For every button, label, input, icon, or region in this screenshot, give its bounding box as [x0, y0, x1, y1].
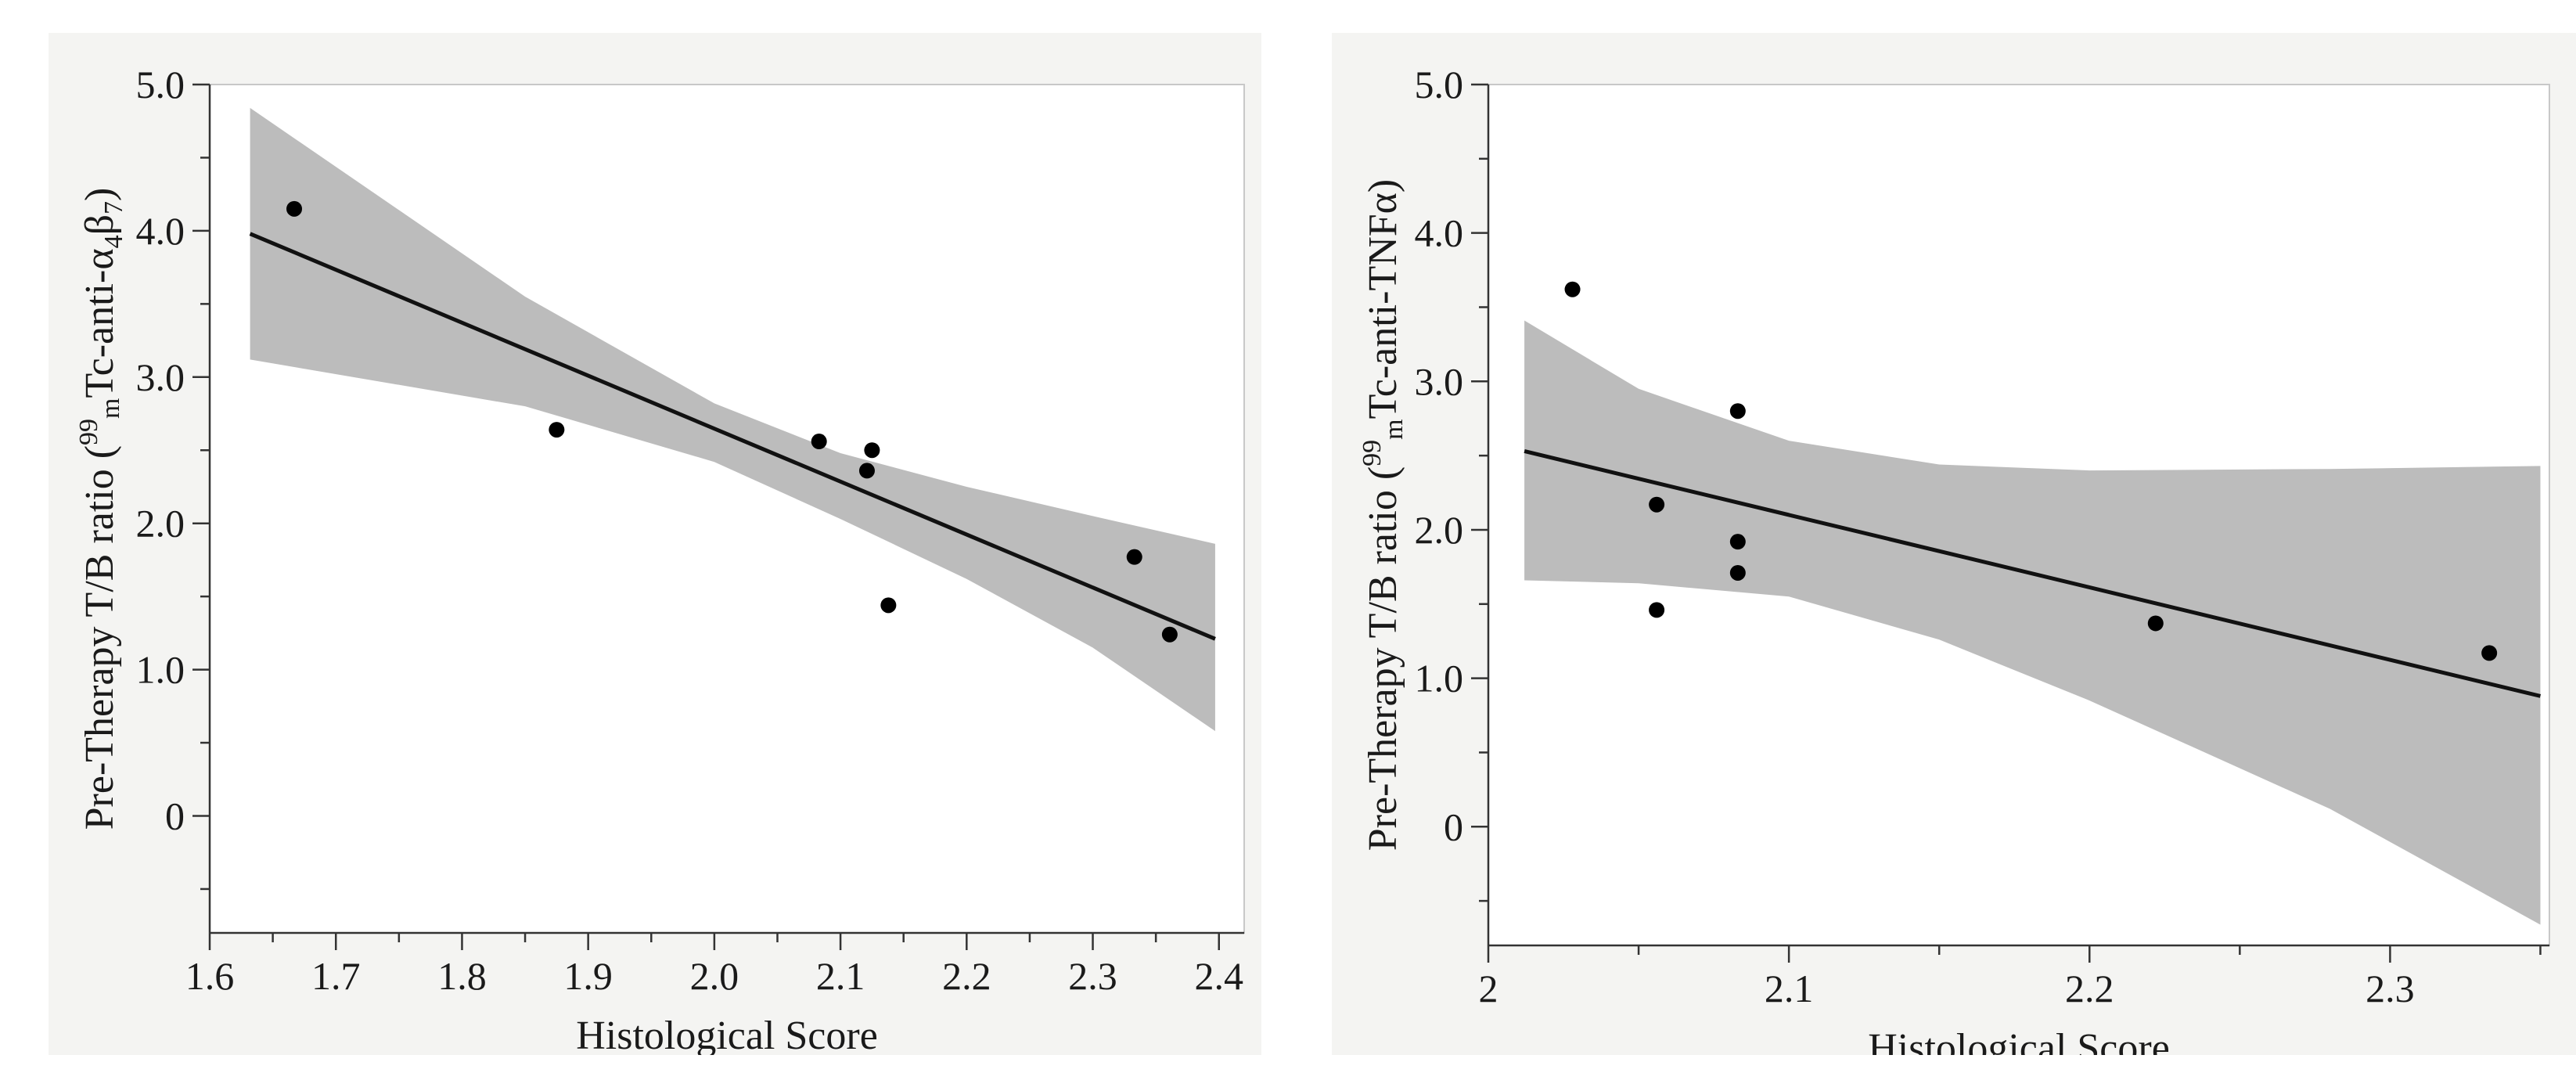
right-data-point [2147, 615, 2164, 632]
right-data-point [1564, 281, 1581, 297]
right-x-tick-label: 2.3 [2366, 967, 2415, 1010]
left-x-tick-label: 1.8 [437, 954, 487, 998]
right-data-point [2481, 645, 2498, 661]
right-y-tick-label: 0 [1444, 805, 1463, 848]
left-y-tick-label: 2.0 [136, 502, 185, 546]
right-data-point [1729, 534, 1746, 550]
left-x-tick-label: 1.6 [185, 954, 235, 998]
right-y-tick-label: 4.0 [1415, 211, 1464, 255]
left-x-tick-label: 2.2 [942, 954, 991, 998]
left-x-tick-label: 2.1 [816, 954, 865, 998]
right-y-axis-title: Pre-Therapy T/B ratio (99mTc-anti-TNFα) [1358, 179, 1409, 852]
left-data-point [286, 200, 303, 217]
right-y-tick-label: 1.0 [1415, 657, 1464, 700]
left-x-tick-label: 2.4 [1195, 954, 1244, 998]
right-data-point [1649, 602, 1665, 618]
right-x-tick-label: 2 [1479, 967, 1498, 1010]
left-regression-line [249, 232, 1216, 641]
right-y-tick-label: 5.0 [1415, 63, 1464, 106]
left-data-point [811, 434, 827, 450]
right-x-tick-label: 2.1 [1765, 967, 1814, 1010]
chart-panel-left: 0 1.0 2.0 3.0 4.0 5.0 1.6 1.7 1.8 1.9 2.0 2.1 2.2 2.3… [49, 33, 1261, 1055]
right-confidence-band [1524, 320, 2541, 925]
right-y-tick-label: 3.0 [1415, 359, 1464, 403]
chart-right-svg: 0 1.0 2.0 3.0 4.0 5.0 2 2.1 2.2 2.3 Histological S… [1358, 63, 2550, 1055]
left-confidence-band [250, 107, 1215, 732]
right-y-tick-label: 2.0 [1415, 508, 1464, 552]
left-data-point [880, 597, 897, 614]
left-data-point [1126, 549, 1142, 565]
left-y-tick-label: 4.0 [136, 209, 185, 253]
left-data-point [864, 442, 880, 459]
left-x-tick-label: 2.0 [690, 954, 739, 998]
right-x-axis-title: Histological Score [1868, 1026, 2170, 1055]
left-data-point [549, 422, 565, 438]
left-data-point [858, 463, 875, 479]
right-x-tick-label: 2.2 [2065, 967, 2114, 1010]
left-x-tick-label: 1.7 [311, 954, 361, 998]
right-data-point [1729, 564, 1746, 581]
right-data-point [1729, 403, 1746, 419]
left-x-tick-label: 1.9 [563, 954, 613, 998]
right-data-point [1649, 496, 1665, 513]
chart-panel-right: 0 1.0 2.0 3.0 4.0 5.0 2 2.1 2.2 2.3 Histological S… [1332, 33, 2576, 1055]
left-y-axis-title: Pre-Therapy T/B ratio (99mTc-anti-α4β7) [74, 188, 128, 830]
left-data-point [1161, 626, 1178, 643]
left-y-tick-label: 5.0 [136, 63, 185, 106]
chart-left-svg: 0 1.0 2.0 3.0 4.0 5.0 1.6 1.7 1.8 1.9 2.0 2.1 2.2 2.3… [74, 63, 1245, 1055]
left-x-axis-title: Histological Score [576, 1014, 878, 1055]
left-x-tick-label: 2.3 [1068, 954, 1117, 998]
right-regression-line [1524, 449, 2542, 698]
left-y-tick-label: 0 [165, 794, 185, 837]
left-y-tick-label: 3.0 [136, 355, 185, 399]
left-y-tick-label: 1.0 [136, 648, 185, 692]
